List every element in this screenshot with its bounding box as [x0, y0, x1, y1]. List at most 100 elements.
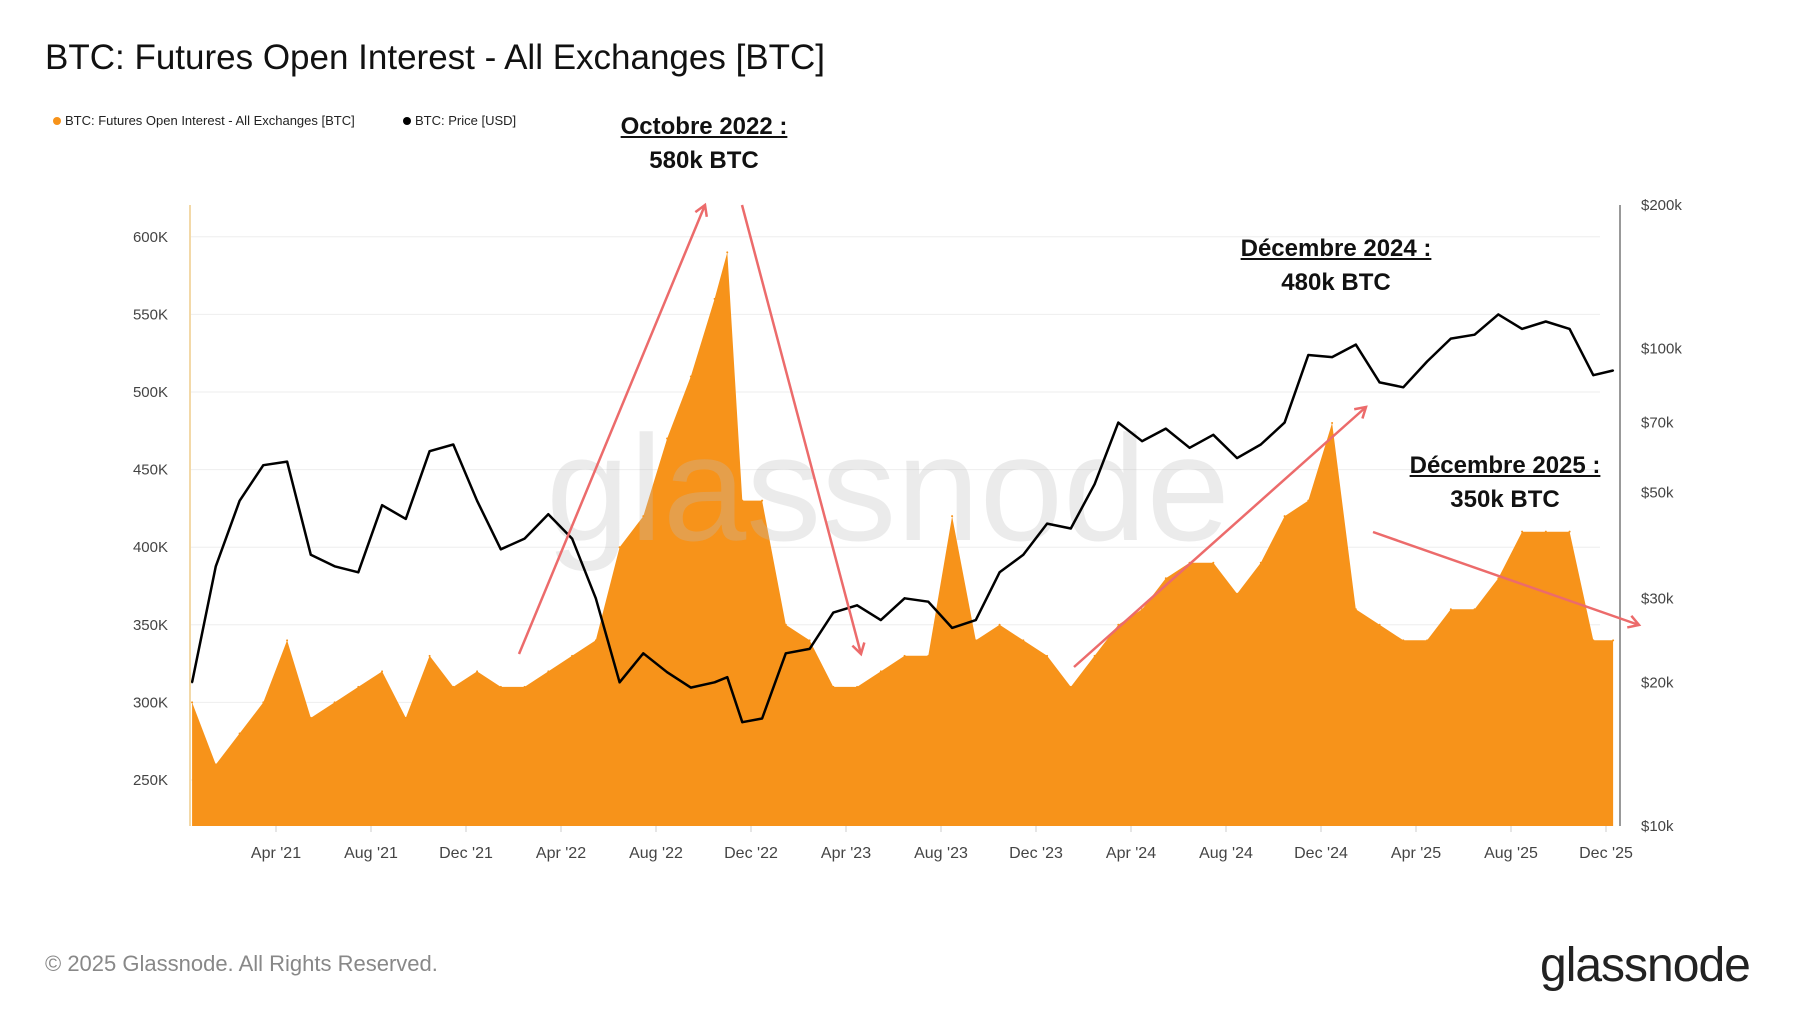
x-tick-label: Dec '24 — [1294, 845, 1348, 862]
price-point — [191, 681, 194, 684]
price-point — [1497, 313, 1500, 316]
y-left-tick-label: 450K — [133, 462, 168, 479]
oi-point — [1378, 623, 1381, 626]
price-line — [190, 313, 1614, 724]
oi-point — [856, 685, 859, 688]
price-point — [1046, 522, 1049, 525]
price-point — [1426, 360, 1429, 363]
oi-point — [903, 654, 906, 657]
glassnode-logo[interactable]: glassnode — [1540, 939, 1751, 992]
y-right-tick-label: $70k — [1641, 415, 1674, 432]
price-point — [1449, 337, 1452, 340]
x-tick-label: Apr '24 — [1106, 845, 1156, 862]
price-point — [1022, 553, 1025, 556]
legend-item-open-interest[interactable]: BTC: Futures Open Interest - All Exchang… — [53, 113, 355, 128]
oi-point — [808, 639, 811, 642]
x-tick-label: Dec '25 — [1579, 845, 1633, 862]
price-point — [523, 537, 526, 540]
arrowhead-icon — [694, 202, 709, 218]
price-point — [998, 571, 1001, 574]
price-point — [1378, 381, 1381, 384]
oi-point — [713, 297, 716, 300]
oi-point — [214, 763, 217, 766]
x-tick-label: Apr '21 — [251, 845, 301, 862]
oi-point — [1612, 639, 1615, 642]
annotation-value: 480k BTC — [1281, 269, 1391, 296]
x-tick-label: Dec '23 — [1009, 845, 1063, 862]
legend-label: BTC: Futures Open Interest - All Exchang… — [65, 113, 355, 128]
price-point — [404, 517, 407, 520]
open-interest-area — [192, 252, 1614, 827]
price-point — [1117, 421, 1120, 424]
x-tick-label: Aug '25 — [1484, 845, 1538, 862]
oi-point — [832, 685, 835, 688]
oi-point — [879, 670, 882, 673]
oi-point — [741, 499, 744, 502]
oi-point — [642, 515, 645, 518]
price-point — [428, 450, 431, 453]
arrowhead-icon — [1353, 405, 1368, 419]
price-point — [856, 604, 859, 607]
annotation-title: Octobre 2022 : — [620, 113, 788, 140]
price-point — [357, 571, 360, 574]
x-tick-label: Aug '22 — [629, 845, 683, 862]
x-tick-label: Aug '23 — [914, 845, 968, 862]
oi-point — [357, 685, 360, 688]
oi-point — [1022, 639, 1025, 642]
legend-item-price[interactable]: BTC: Price [USD] — [403, 113, 516, 128]
oi-point — [404, 716, 407, 719]
price-point — [1259, 443, 1262, 446]
annotation-arrow — [1372, 530, 1640, 627]
price-point — [689, 686, 692, 689]
y-left-tick-label: 400K — [133, 539, 168, 556]
oi-point — [1521, 530, 1524, 533]
x-tick-label: Apr '22 — [536, 845, 586, 862]
price-point — [1283, 421, 1286, 424]
y-right-tick-label: $10k — [1641, 818, 1674, 835]
price-point — [1307, 353, 1310, 356]
oi-point — [1449, 608, 1452, 611]
price-point — [1592, 374, 1595, 377]
oi-point — [1473, 608, 1476, 611]
y-right-tick-label: $200k — [1641, 197, 1682, 214]
price-point — [879, 619, 882, 622]
oi-point — [476, 670, 479, 673]
price-point — [1521, 327, 1524, 330]
oi-point — [784, 623, 787, 626]
price-point — [262, 464, 265, 467]
oi-point — [1117, 623, 1120, 626]
price-point — [761, 717, 764, 720]
legend-label: BTC: Price [USD] — [415, 113, 517, 128]
price-point — [1164, 427, 1167, 430]
x-tick-label: Apr '25 — [1391, 845, 1441, 862]
oi-point — [666, 437, 669, 440]
oi-point — [998, 623, 1001, 626]
price-point — [1354, 343, 1357, 346]
price-point — [951, 626, 954, 629]
price-point — [666, 671, 669, 674]
y-left-tick-label: 250K — [133, 772, 168, 789]
oi-point — [1331, 422, 1334, 425]
oi-point — [618, 546, 621, 549]
oi-point — [594, 639, 597, 642]
chart-title: BTC: Futures Open Interest - All Exchang… — [45, 38, 826, 77]
price-point — [594, 597, 597, 600]
oi-point — [191, 701, 194, 704]
oi-point — [974, 639, 977, 642]
oi-point — [689, 375, 692, 378]
price-point — [499, 548, 502, 551]
price-point — [1093, 483, 1096, 486]
oi-point — [1307, 499, 1310, 502]
arrowhead-icon — [851, 642, 866, 657]
y-left-tick-label: 350K — [133, 617, 168, 634]
oi-point — [1141, 608, 1144, 611]
y-left-tick-label: 600K — [133, 229, 168, 246]
legend-dot-icon — [403, 116, 411, 125]
oi-point — [499, 685, 502, 688]
price-point — [618, 681, 621, 684]
oi-point — [1164, 577, 1167, 580]
oi-point — [1354, 608, 1357, 611]
y-left-tick-label: 300K — [133, 694, 168, 711]
y-right-tick-label: $30k — [1641, 590, 1674, 607]
oi-point — [1046, 654, 1049, 657]
